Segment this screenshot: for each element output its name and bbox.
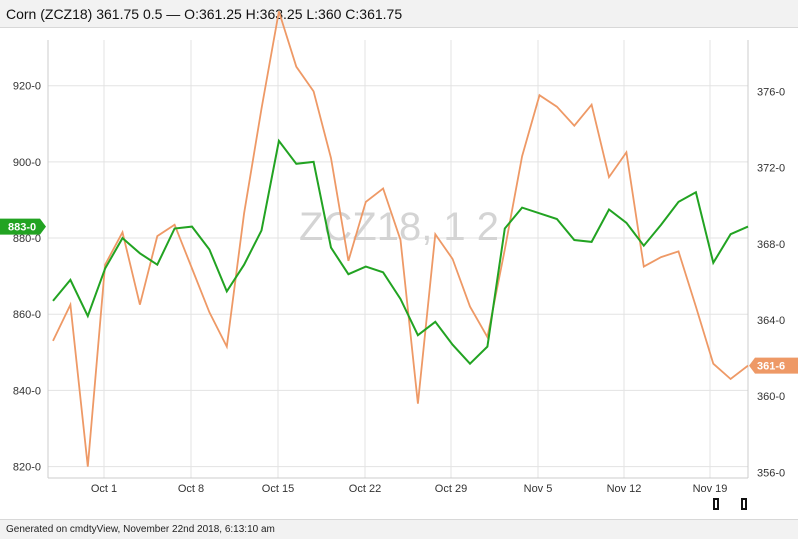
left-tick-label: 860-0 (13, 309, 41, 321)
right-tick-label: 360-0 (757, 391, 785, 403)
orange-series-line (52, 11, 749, 467)
x-axis: Oct 1 Oct 8 Oct 15 Oct 22 Oct 29 Nov 5 Nov 12 N… (91, 483, 728, 495)
scroll-handles[interactable] (713, 498, 747, 510)
left-tick-label: 820-0 (13, 462, 41, 474)
left-tick-label: 880-0 (13, 233, 41, 245)
left-tick-label: 900-0 (13, 157, 41, 169)
x-tick-label: Nov 5 (524, 483, 553, 495)
x-tick-label: Oct 8 (178, 483, 204, 495)
series (52, 11, 749, 467)
right-tick-label: 368-0 (757, 239, 785, 251)
right-tick-label: 376-0 (757, 86, 785, 98)
x-tick-label: Oct 1 (91, 483, 117, 495)
left-axis: 820-0 840-0 860-0 880-0 900-0 920-0 (13, 81, 41, 474)
right-tick-label: 356-0 (757, 467, 785, 479)
x-tick-label: Oct 15 (262, 483, 294, 495)
right-tick-label: 364-0 (757, 315, 785, 327)
x-tick-label: Nov 12 (607, 483, 642, 495)
grid (47, 40, 749, 479)
scroll-handle-right-grip (743, 500, 745, 508)
right-last-value-text: 361-6 (757, 361, 785, 373)
scroll-handle-left-grip (715, 500, 717, 508)
x-tick-label: Nov 19 (693, 483, 728, 495)
chart-title: Corn (ZCZ18) 361.75 0.5 — O:361.25 H:363… (0, 0, 798, 28)
right-axis: 356-0 360-0 364-0 368-0 372-0 376-0 (757, 86, 785, 479)
generated-note: Generated on cmdtyView, November 22nd 20… (0, 519, 798, 539)
symbol-watermark: ZCZ18, 1 2 (299, 205, 499, 249)
left-tick-label: 920-0 (13, 81, 41, 93)
x-tick-label: Oct 22 (349, 483, 381, 495)
right-last-value-badge (749, 357, 798, 374)
right-tick-label: 372-0 (757, 163, 785, 175)
last-value-labels: 883-0 361-6 (0, 218, 798, 374)
green-series-line (52, 138, 749, 366)
left-last-value-badge (0, 218, 46, 235)
x-tick-label: Oct 29 (435, 483, 467, 495)
left-tick-label: 840-0 (13, 385, 41, 397)
left-last-value-text: 883-0 (8, 222, 36, 234)
